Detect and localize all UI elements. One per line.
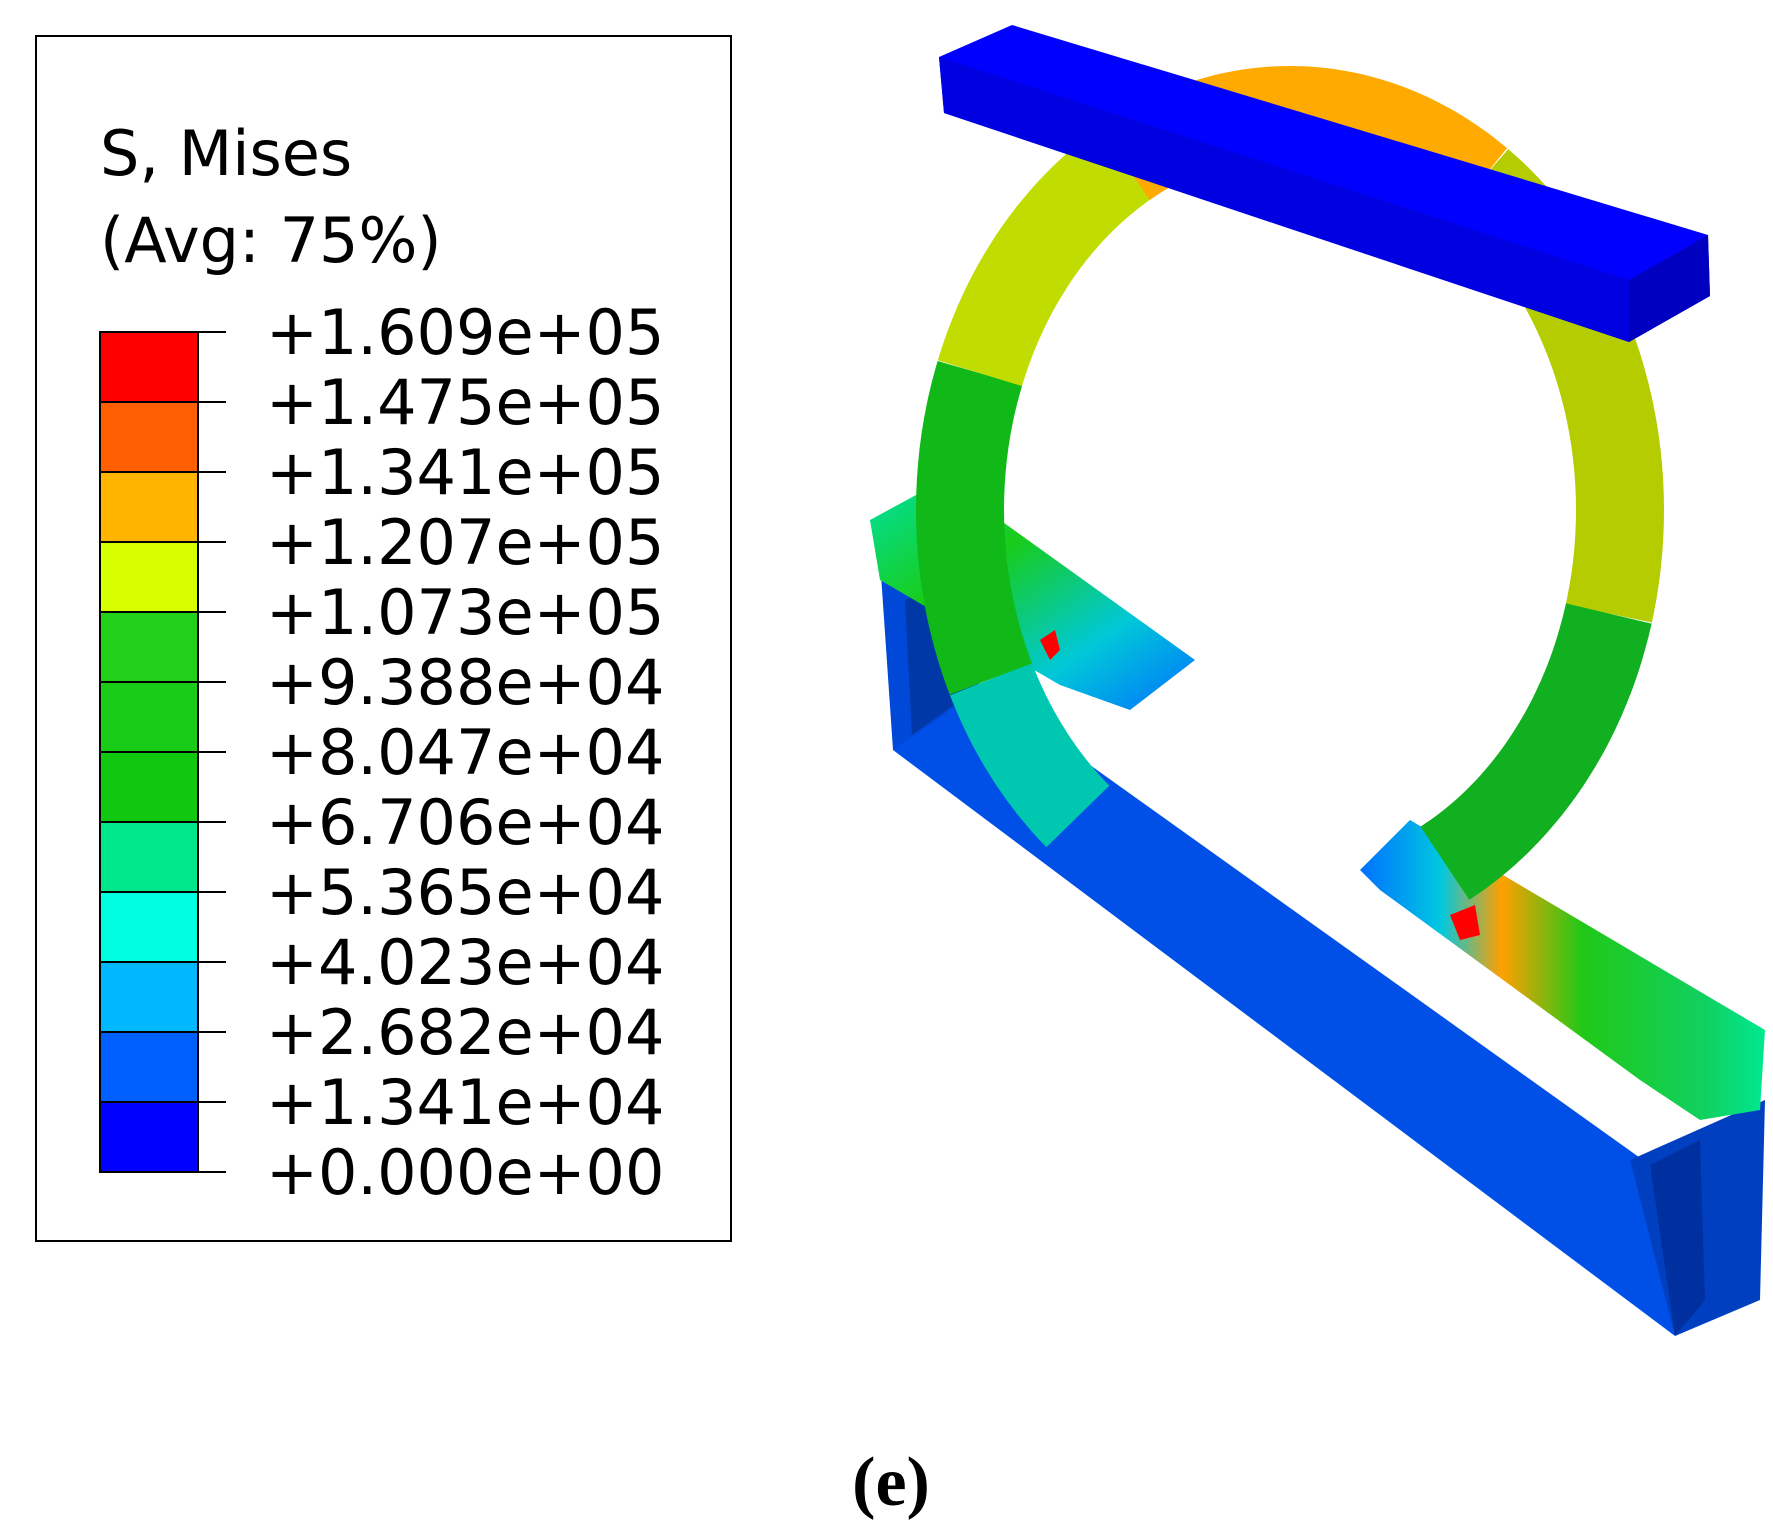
legend-level: +6.706e+04 (266, 786, 664, 859)
legend-level: +1.341e+04 (266, 1066, 664, 1139)
legend-level: +4.023e+04 (266, 926, 664, 999)
legend-band (99, 471, 199, 543)
legend-band (99, 541, 199, 613)
model (870, 25, 1765, 1336)
legend-band (99, 331, 199, 403)
ring-segment (950, 662, 1110, 848)
legend-band (99, 961, 199, 1033)
legend-level: +1.341e+05 (266, 436, 664, 509)
legend-level: +1.073e+05 (266, 576, 664, 649)
right-post-inner (1650, 1140, 1705, 1336)
legend-band (99, 1101, 199, 1173)
bottom-beam (893, 690, 1675, 1336)
legend-band (99, 611, 199, 683)
legend-subtitle: (Avg: 75%) (100, 204, 442, 277)
legend-level: +8.047e+04 (266, 716, 664, 789)
top-bar-end (1629, 235, 1710, 342)
legend-level: +0.000e+00 (266, 1136, 664, 1209)
legend-band (99, 891, 199, 963)
legend-band (99, 1031, 199, 1103)
legend-level: +9.388e+04 (266, 646, 664, 719)
legend-level: +5.365e+04 (266, 856, 664, 929)
legend-band (99, 401, 199, 473)
legend-level: +1.207e+05 (266, 506, 664, 579)
legend-level: +2.682e+04 (266, 996, 664, 1069)
legend-band (99, 681, 199, 753)
top-bar-front (939, 57, 1629, 342)
right-arm (1360, 820, 1765, 1120)
ring-segment (1420, 603, 1652, 900)
legend-level: +1.609e+05 (266, 296, 664, 369)
hot-spot (1040, 630, 1060, 660)
hot-spot (1450, 905, 1480, 940)
legend-title: S, Mises (100, 117, 352, 190)
caption: (e) (852, 1444, 930, 1521)
ring-segment (937, 127, 1151, 387)
legend-band (99, 751, 199, 823)
ring-segment (915, 361, 1033, 695)
legend-band (99, 821, 199, 893)
legend-level: +1.475e+05 (266, 366, 664, 439)
